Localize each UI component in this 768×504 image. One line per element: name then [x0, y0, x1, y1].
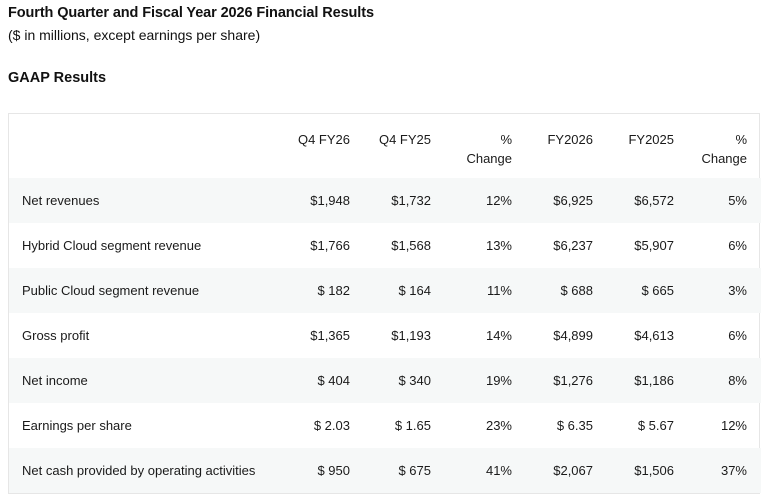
cell-value: $ 404 — [279, 358, 360, 403]
cell-value: 5% — [684, 178, 761, 223]
cell-value: 37% — [684, 448, 761, 493]
table-row: Hybrid Cloud segment revenue $1,766 $1,5… — [9, 223, 761, 268]
cell-value: 3% — [684, 268, 761, 313]
cell-value: $6,572 — [603, 178, 684, 223]
page-subtitle: ($ in millions, except earnings per shar… — [8, 27, 261, 43]
cell-value: $ 2.03 — [313, 418, 350, 433]
cell-value: 19% — [441, 358, 522, 403]
table-row: Net revenues $1,948 $1,732 12% $6,925 $6… — [9, 178, 761, 223]
cell-value: 11% — [441, 268, 522, 313]
row-label: Gross profit — [22, 328, 90, 343]
cell-value: $1,365 — [310, 328, 350, 343]
cell-value: $ 1.65 — [394, 418, 431, 433]
cell-value: $1,506 — [603, 448, 684, 493]
cell-value: 13% — [485, 238, 512, 253]
cell-value: $1,568 — [391, 238, 431, 253]
row-label: Net income — [9, 358, 279, 403]
table-body: Net revenues $1,948 $1,732 12% $6,925 $6… — [9, 178, 761, 493]
header-text: FY2025 — [628, 132, 674, 147]
table-row: Public Cloud segment revenue $ 182 $ 164… — [9, 268, 761, 313]
cell-value: $ 182 — [279, 268, 360, 313]
row-label: Public Cloud segment revenue — [9, 268, 279, 313]
section-heading: GAAP Results — [8, 70, 107, 86]
cell-value: 6% — [728, 328, 747, 343]
table-row: Net cash provided by operating activitie… — [9, 448, 761, 493]
cell-value: 14% — [485, 328, 512, 343]
cell-value: $5,907 — [634, 238, 674, 253]
header-cell-fy-pct-change: % Change — [684, 114, 761, 178]
cell-value: $1,732 — [360, 178, 441, 223]
header-text-line2: Change — [466, 151, 512, 166]
table-row: Net income $ 404 $ 340 19% $1,276 $1,186… — [9, 358, 761, 403]
cell-value: $2,067 — [522, 448, 603, 493]
cell-value: $1,766 — [310, 238, 350, 253]
gaap-results-table-container: Q4 FY26 Q4 FY25 % Change FY2026 FY2025 % — [8, 113, 761, 494]
cell-value: $ 340 — [360, 358, 441, 403]
cell-value: $4,613 — [634, 328, 674, 343]
header-text: Q4 FY26 — [297, 132, 350, 147]
header-cell-q4-fy25: Q4 FY25 — [360, 114, 441, 178]
gaap-results-table: Q4 FY26 Q4 FY25 % Change FY2026 FY2025 % — [9, 114, 761, 493]
cell-value: $1,193 — [391, 328, 431, 343]
header-text: FY2026 — [547, 132, 593, 147]
header-cell-label — [9, 114, 279, 178]
row-label: Net cash provided by operating activitie… — [9, 448, 279, 493]
table-row: Gross profit $1,365 $1,193 14% $4,899 $4… — [9, 313, 761, 358]
page-title: Fourth Quarter and Fiscal Year 2026 Fina… — [8, 5, 374, 21]
header-text: % — [500, 132, 512, 147]
row-label: Hybrid Cloud segment revenue — [22, 238, 202, 253]
cell-value: $1,948 — [279, 178, 360, 223]
cell-value: $6,237 — [553, 238, 593, 253]
cell-value: 41% — [441, 448, 522, 493]
header-cell-fy2026: FY2026 — [522, 114, 603, 178]
cell-value: $ 5.67 — [637, 418, 674, 433]
header-text-line2: Change — [701, 151, 747, 166]
cell-value: $ 6.35 — [556, 418, 593, 433]
table-header-row: Q4 FY26 Q4 FY25 % Change FY2026 FY2025 % — [9, 114, 761, 178]
cell-value: $1,186 — [603, 358, 684, 403]
row-label: Earnings per share — [22, 418, 132, 433]
header-cell-fy2025: FY2025 — [603, 114, 684, 178]
cell-value: $ 164 — [360, 268, 441, 313]
cell-value: $ 688 — [522, 268, 603, 313]
cell-value: $6,925 — [522, 178, 603, 223]
cell-value: 8% — [684, 358, 761, 403]
table-row: Earnings per share $ 2.03 $ 1.65 23% $ 6… — [9, 403, 761, 448]
cell-value: $ 950 — [279, 448, 360, 493]
cell-value: 23% — [485, 418, 512, 433]
header-text: Q4 FY25 — [378, 132, 431, 147]
cell-value: 12% — [720, 418, 747, 433]
row-label: Net revenues — [9, 178, 279, 223]
header-cell-q-pct-change: % Change — [441, 114, 522, 178]
cell-value: 6% — [728, 238, 747, 253]
cell-value: $ 665 — [603, 268, 684, 313]
cell-value: $1,276 — [522, 358, 603, 403]
header-text: % — [735, 132, 747, 147]
header-cell-q4-fy26: Q4 FY26 — [279, 114, 360, 178]
cell-value: $ 675 — [360, 448, 441, 493]
cell-value: 12% — [441, 178, 522, 223]
cell-value: $4,899 — [553, 328, 593, 343]
